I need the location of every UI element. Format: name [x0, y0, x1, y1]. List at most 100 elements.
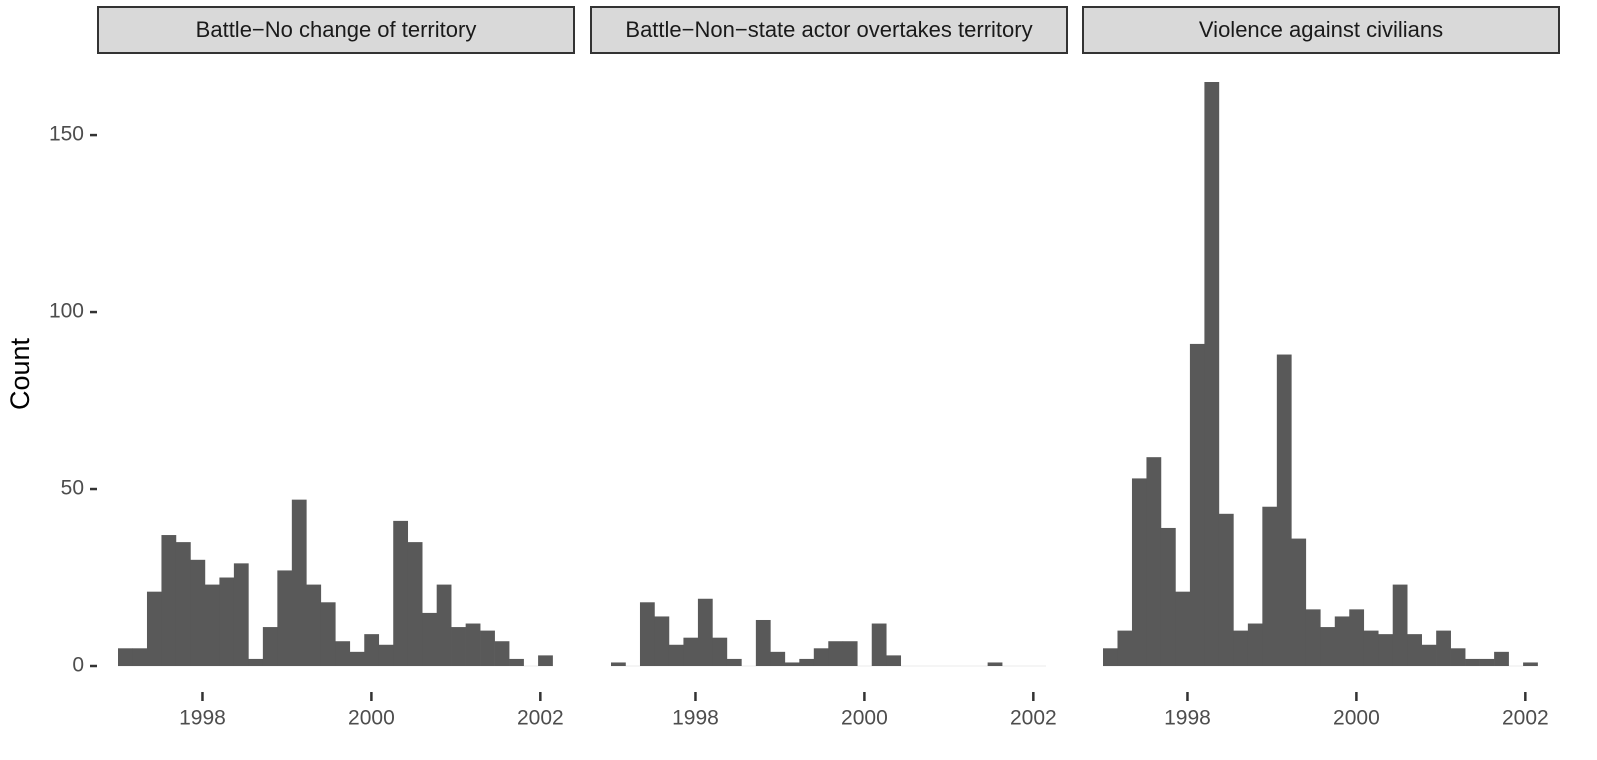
x-tick-label: 2002	[517, 707, 564, 730]
x-tick-label: 1998	[672, 707, 719, 730]
histogram-bar	[161, 535, 177, 666]
histogram-bar	[1218, 513, 1234, 666]
histogram-bar	[465, 623, 481, 666]
histogram-bar	[1363, 630, 1379, 666]
histogram-bar	[1320, 627, 1336, 666]
histogram-bar	[1117, 630, 1133, 666]
x-tick-label: 1998	[1164, 707, 1211, 730]
histogram-bar	[407, 542, 423, 666]
histogram-bar	[509, 658, 524, 666]
histogram-bar	[1233, 630, 1249, 666]
panel-title: Battle−Non−state actor overtakes territo…	[625, 17, 1032, 42]
histogram-bar	[378, 644, 394, 666]
panel-strip	[590, 6, 1068, 54]
histogram-bar	[422, 612, 437, 666]
x-tick-label: 2000	[841, 707, 888, 730]
histogram-bar	[726, 658, 742, 666]
y-axis-title: Count	[5, 337, 35, 410]
histogram-bar	[204, 584, 220, 666]
histogram-bar	[393, 520, 409, 666]
histogram-bar	[175, 542, 191, 666]
x-tick-label: 2002	[1502, 707, 1549, 730]
histogram-bar	[1479, 658, 1495, 666]
histogram-bar	[842, 641, 858, 666]
y-tick-label: 100	[49, 300, 84, 323]
histogram-bar	[451, 627, 466, 666]
panel: Violence against civilians 1998 2000 2002	[1082, 6, 1560, 730]
histogram-bar	[1407, 634, 1422, 666]
histogram-bar	[697, 598, 713, 666]
histogram-bar	[146, 591, 162, 666]
histogram-bar	[1465, 658, 1480, 666]
y-tick-label: 50	[61, 477, 84, 500]
histogram-bar	[668, 644, 684, 666]
histogram-bar	[1204, 82, 1220, 666]
histogram-bar	[1160, 527, 1176, 666]
histogram-bar	[494, 641, 510, 666]
histogram-bar	[364, 634, 380, 666]
panels: Battle−No change of territory 1998 2000 200…	[97, 6, 1560, 730]
histogram-bar	[799, 658, 815, 666]
histogram-bar	[784, 662, 800, 666]
histogram-bar	[1247, 623, 1263, 666]
histogram-bar	[291, 499, 307, 666]
panel: Battle−Non−state actor overtakes territo…	[590, 6, 1068, 730]
x-tick-label: 2002	[1010, 707, 1057, 730]
histogram-bar	[1175, 591, 1191, 666]
histogram-bar	[1494, 651, 1509, 666]
histogram-bar	[611, 662, 626, 666]
x-tick-label: 2000	[348, 707, 395, 730]
histogram-bar	[538, 655, 553, 666]
histogram-bar	[349, 651, 365, 666]
histogram-bar	[654, 616, 670, 666]
histogram-bar	[755, 619, 771, 666]
histogram-bar	[233, 563, 249, 666]
y-tick-label: 0	[72, 654, 84, 677]
histogram-bar	[436, 584, 452, 666]
histogram-bar	[1392, 584, 1408, 666]
histogram-bar	[828, 641, 844, 666]
histogram-bar	[118, 648, 133, 666]
histogram-bar	[886, 655, 902, 666]
histogram-bar	[480, 630, 495, 666]
histogram-bar	[1305, 609, 1321, 666]
panel-title: Violence against civilians	[1199, 17, 1443, 42]
y-tick-label: 150	[49, 123, 84, 146]
histogram-bar	[1189, 343, 1205, 666]
histogram-bar	[1450, 648, 1466, 666]
x-tick-label: 1998	[179, 707, 226, 730]
histogram-bar	[277, 570, 293, 666]
histogram-bar	[320, 602, 336, 666]
histogram-bar	[1276, 354, 1292, 666]
histogram-bar	[335, 641, 351, 666]
histogram-bar	[190, 559, 206, 666]
histogram-bar	[306, 584, 322, 666]
histogram-bar	[248, 658, 264, 666]
panel-title: Battle−No change of territory	[196, 17, 477, 42]
histogram-bar	[1523, 662, 1538, 666]
histogram-bar	[987, 662, 1003, 666]
histogram-bar	[770, 651, 786, 666]
histogram-bar	[1436, 630, 1451, 666]
histogram-bar	[1349, 609, 1365, 666]
histogram-bar	[1334, 616, 1350, 666]
histogram-bar	[683, 637, 699, 666]
x-tick-label: 2000	[1333, 707, 1380, 730]
histogram-bar	[132, 648, 148, 666]
histogram-bar	[1378, 634, 1394, 666]
histogram-bar	[1131, 478, 1147, 666]
panel-strip	[97, 6, 575, 54]
histogram-bar	[712, 637, 728, 666]
histogram-bar	[1262, 506, 1278, 666]
histogram-bar	[813, 648, 829, 666]
histogram-bar	[219, 577, 235, 666]
histogram-bar	[1291, 538, 1307, 666]
histogram-bar	[871, 623, 887, 666]
panel: Battle−No change of territory 1998 2000 200…	[97, 6, 575, 730]
y-axis: 0 50 100 150	[49, 123, 97, 677]
panel-strip	[1082, 6, 1560, 54]
histogram-bar	[1421, 644, 1437, 666]
histogram-bar	[639, 602, 655, 666]
histogram-bar	[1146, 457, 1162, 666]
